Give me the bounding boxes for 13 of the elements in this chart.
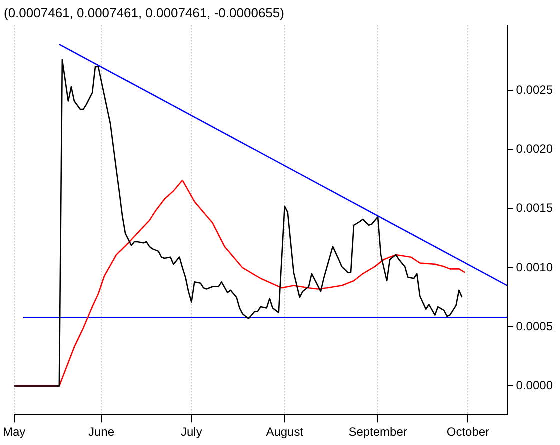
x-tick-label: August [266,425,304,440]
chart-title: (0.0007461, 0.0007461, 0.0007461, -0.0000655) [4,5,284,20]
y-tick-label: 0.0005 [516,319,554,334]
x-tick-label: June [88,425,115,440]
x-tick-label: July [181,425,202,440]
y-tick-label: 0.0015 [516,201,554,216]
y-tick-label: 0.0000 [516,378,554,393]
y-tick-label: 0.0025 [516,82,554,97]
x-tick-label: September [348,425,408,440]
y-tick-label: 0.0010 [516,260,554,274]
x-tick-label: May [3,425,26,440]
x-tick-label: October [446,425,490,440]
y-tick-label: 0.0020 [516,142,554,156]
